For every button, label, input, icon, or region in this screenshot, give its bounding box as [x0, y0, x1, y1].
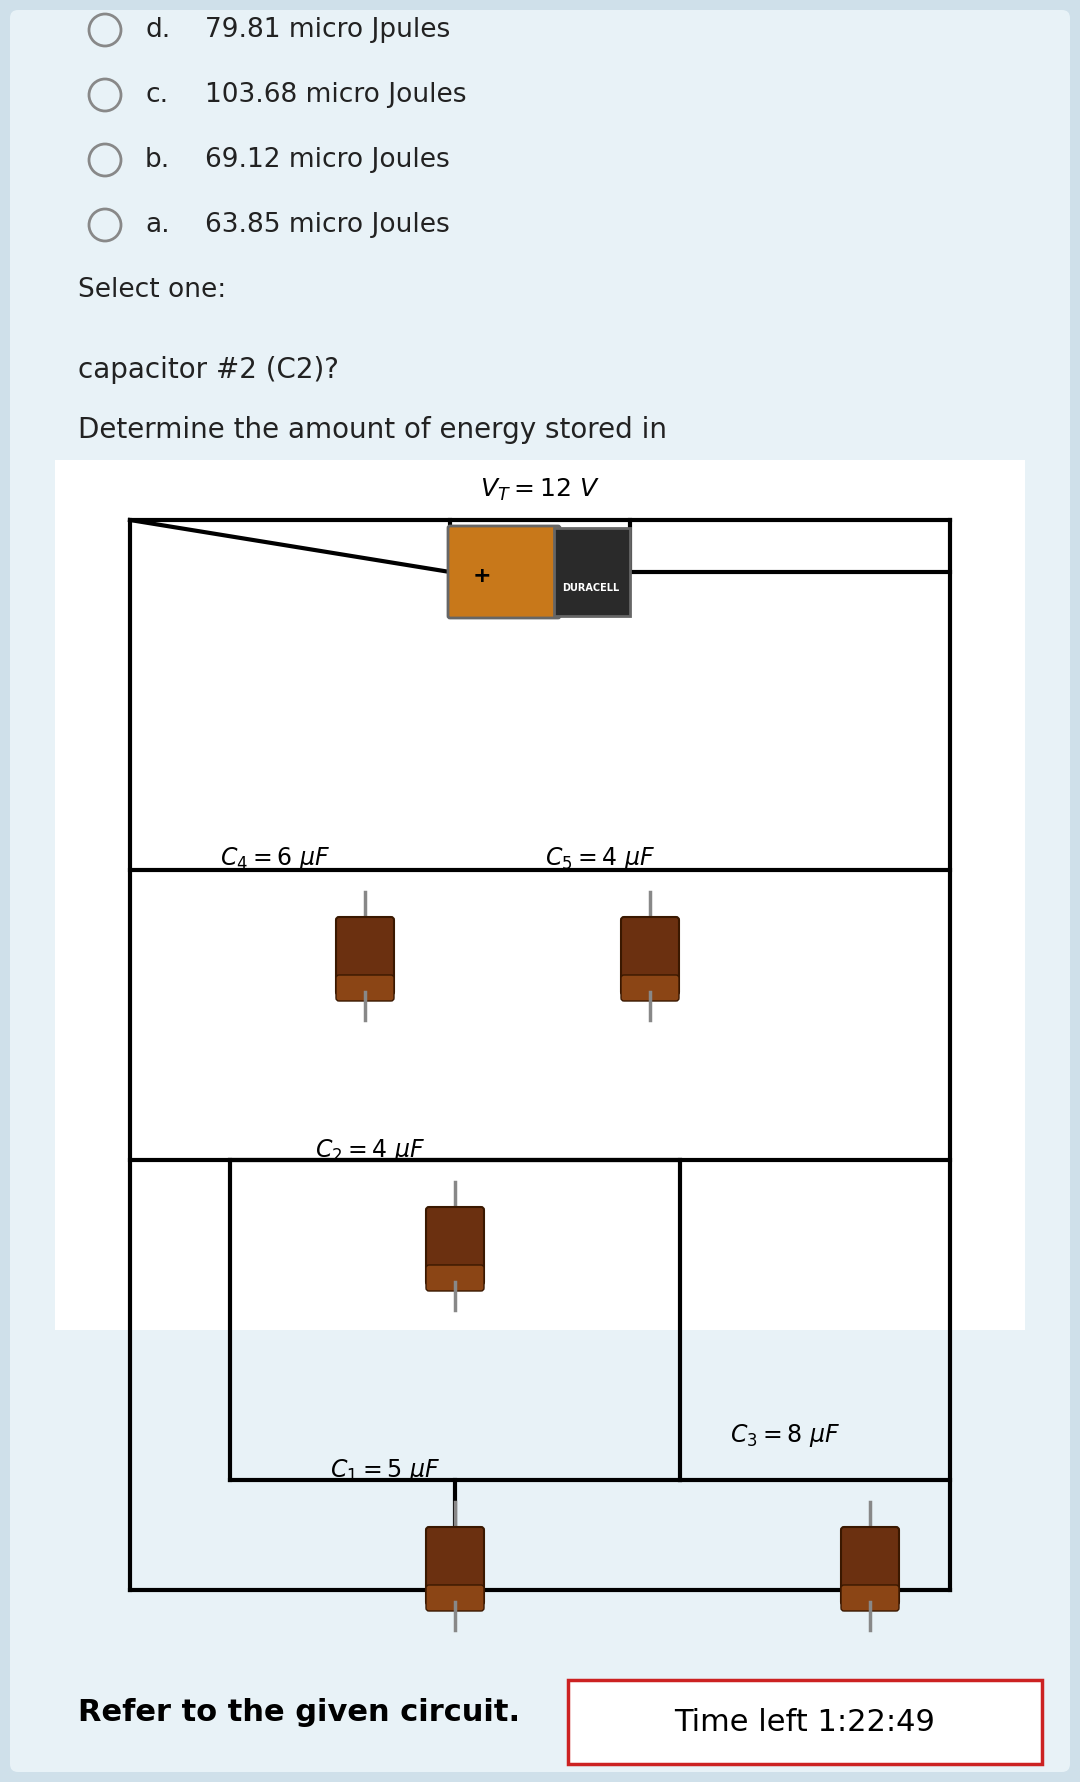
Text: 63.85 micro Joules: 63.85 micro Joules — [205, 212, 449, 239]
FancyBboxPatch shape — [426, 1265, 484, 1290]
Text: capacitor #2 (C2)?: capacitor #2 (C2)? — [78, 356, 339, 383]
FancyBboxPatch shape — [336, 918, 394, 994]
FancyBboxPatch shape — [621, 918, 679, 994]
FancyBboxPatch shape — [568, 1680, 1042, 1764]
FancyBboxPatch shape — [426, 1584, 484, 1611]
Text: +: + — [473, 567, 491, 586]
Text: a.: a. — [145, 212, 170, 239]
FancyBboxPatch shape — [426, 1527, 484, 1606]
Text: d.: d. — [145, 18, 171, 43]
Text: Refer to the given circuit.: Refer to the given circuit. — [78, 1698, 521, 1727]
FancyBboxPatch shape — [448, 526, 561, 618]
Text: $V_T = 12\ V$: $V_T = 12\ V$ — [481, 478, 599, 503]
Text: 69.12 micro Joules: 69.12 micro Joules — [205, 146, 449, 173]
FancyBboxPatch shape — [336, 975, 394, 1001]
Text: $C_2 = 4\ \mu F$: $C_2 = 4\ \mu F$ — [315, 1137, 426, 1164]
Text: Select one:: Select one: — [78, 276, 226, 303]
Text: DURACELL: DURACELL — [562, 583, 619, 593]
FancyBboxPatch shape — [554, 527, 630, 617]
Text: 79.81 micro Jpules: 79.81 micro Jpules — [205, 18, 450, 43]
FancyBboxPatch shape — [426, 1206, 484, 1285]
FancyBboxPatch shape — [10, 11, 1070, 1771]
FancyBboxPatch shape — [841, 1584, 899, 1611]
Text: b.: b. — [145, 146, 171, 173]
Text: $C_5 = 4\ \mu F$: $C_5 = 4\ \mu F$ — [545, 845, 656, 871]
Text: $C_1 = 5\ \mu F$: $C_1 = 5\ \mu F$ — [330, 1456, 441, 1483]
Text: $C_3 = 8\ \mu F$: $C_3 = 8\ \mu F$ — [730, 1422, 840, 1449]
FancyBboxPatch shape — [55, 460, 1025, 1329]
FancyBboxPatch shape — [841, 1527, 899, 1606]
FancyBboxPatch shape — [621, 975, 679, 1001]
Text: 103.68 micro Joules: 103.68 micro Joules — [205, 82, 467, 109]
Text: c.: c. — [145, 82, 168, 109]
Text: $C_4 = 6\ \mu F$: $C_4 = 6\ \mu F$ — [220, 845, 330, 871]
Text: Determine the amount of energy stored in: Determine the amount of energy stored in — [78, 415, 667, 444]
Text: Time left 1:22:49: Time left 1:22:49 — [675, 1707, 935, 1736]
